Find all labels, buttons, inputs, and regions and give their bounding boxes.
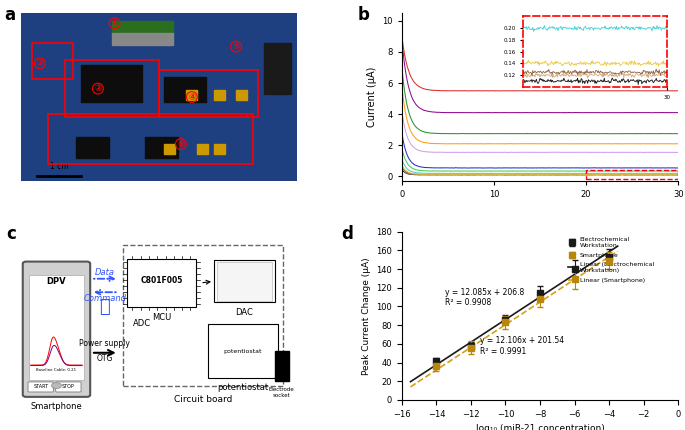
Bar [123,245,283,387]
Text: ①: ① [111,18,119,28]
Bar [145,138,178,158]
Text: y = 12.085x + 206.8
R² = 0.9908: y = 12.085x + 206.8 R² = 0.9908 [445,288,524,307]
Bar [214,260,275,302]
Bar [65,60,159,117]
Text: Baseline Cable: 0.21: Baseline Cable: 0.21 [36,369,77,372]
Bar [197,144,208,154]
Linear (Electrochemical
Workstation) [455,347,463,353]
Bar [112,22,173,35]
Text: 1 cm: 1 cm [50,162,68,171]
Y-axis label: Peak Current Change (μA): Peak Current Change (μA) [362,257,371,375]
Bar [82,65,142,102]
Bar [32,43,73,79]
Text: MCU: MCU [152,313,171,322]
Text: DPV: DPV [47,277,66,286]
Bar [29,275,84,380]
Bar [127,258,196,307]
Text: OTG: OTG [97,354,113,363]
Bar [214,144,225,154]
Bar [208,324,277,378]
Linear (Smartphone) [455,353,463,358]
Circle shape [51,383,62,389]
Bar [275,351,288,381]
Text: START: START [33,384,48,390]
Text: d: d [341,225,353,243]
Bar [186,90,197,100]
Text: ②: ② [94,84,102,93]
Bar [164,144,175,154]
Linear (Electrochemical
Workstation) [597,255,605,260]
Bar [264,43,291,94]
Bar [76,138,109,158]
Linear (Electrochemical
Workstation) [614,243,622,249]
Linear (Smartphone) [530,304,538,309]
Text: ⓑ: ⓑ [99,298,110,316]
Bar [112,33,173,45]
Text: Circuit board: Circuit board [174,395,232,404]
Linear (Smartphone) [603,255,611,261]
Bar [236,90,247,100]
Linear (Electrochemical
Workstation) [406,379,414,384]
Bar [164,77,206,102]
Text: Power supply: Power supply [79,339,130,348]
FancyBboxPatch shape [23,261,90,397]
Y-axis label: Current (μA): Current (μA) [366,67,377,127]
Text: C801F005: C801F005 [140,276,183,285]
Bar [159,70,258,117]
Line: Linear (Smartphone): Linear (Smartphone) [410,251,618,387]
Linear (Smartphone) [614,249,622,254]
Text: ⑤: ⑤ [232,42,240,51]
Text: potentiostat: potentiostat [224,349,262,353]
Bar [48,114,253,164]
Text: ADC: ADC [132,319,151,328]
Linear (Electrochemical
Workstation) [513,309,521,314]
Text: c: c [7,225,16,243]
Text: Data: Data [95,268,115,277]
Text: Smartphone: Smartphone [31,402,82,411]
Bar [216,262,272,301]
FancyBboxPatch shape [55,382,81,392]
FancyBboxPatch shape [28,382,53,392]
Line: Linear (Electrochemical
Workstation): Linear (Electrochemical Workstation) [410,246,618,382]
Linear (Smartphone) [406,384,414,390]
X-axis label: log₁₀ (miR-21 concentration): log₁₀ (miR-21 concentration) [475,424,604,430]
Linear (Electrochemical
Workstation) [603,250,611,255]
Linear (Electrochemical
Workstation) [446,353,454,358]
Text: a: a [4,6,15,24]
Linear (Electrochemical
Workstation) [530,298,538,304]
Text: Command: Command [84,294,126,303]
Bar [586,170,678,179]
Legend: Electrochemical
Workstation, Smartphone, Linear (Electrochemical
Workstation), L: Electrochemical Workstation, Smartphone,… [565,235,656,285]
Text: y = 12.106x + 201.54
R² = 0.9991: y = 12.106x + 201.54 R² = 0.9991 [479,336,564,356]
Linear (Smartphone) [446,358,454,363]
Text: ⑥: ⑥ [177,140,185,149]
Text: Electrode
socket: Electrode socket [269,387,295,398]
Linear (Smartphone) [513,314,521,319]
Text: potentiostat: potentiostat [217,384,269,393]
Text: STOP: STOP [62,384,75,390]
Linear (Smartphone) [597,260,605,265]
Text: ④: ④ [188,92,196,101]
Bar [214,90,225,100]
Text: ③: ③ [36,59,44,68]
Text: b: b [358,6,369,24]
Text: DAC: DAC [236,308,253,317]
